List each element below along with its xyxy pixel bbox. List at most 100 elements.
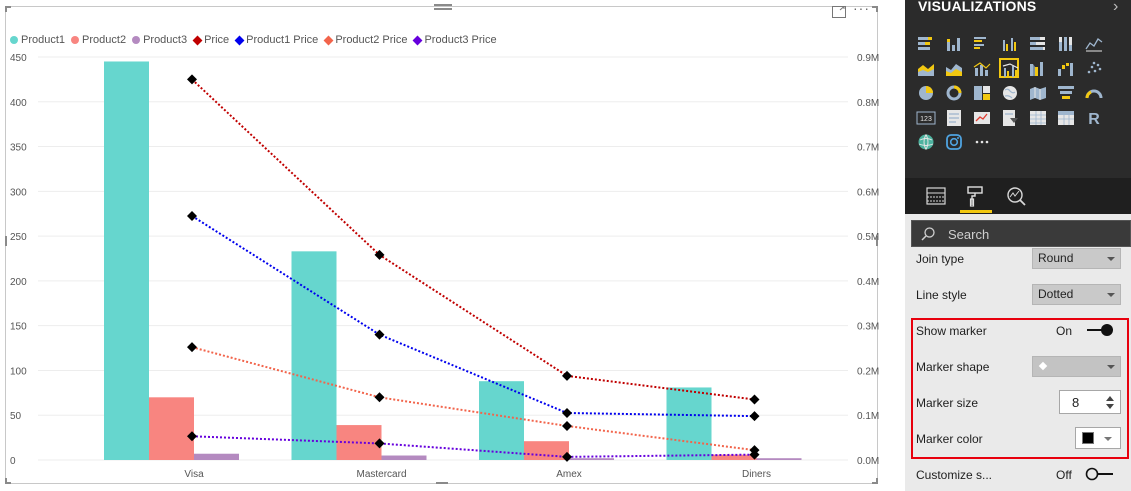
- map-icon[interactable]: [999, 82, 1019, 102]
- line-and-stacked-column-chart-icon[interactable]: [971, 58, 991, 78]
- y-axis-right-tick-label: 0.6M: [857, 187, 879, 198]
- more-options-icon[interactable]: ···: [853, 0, 870, 16]
- 100-stacked-bar-chart-icon[interactable]: [1027, 33, 1047, 53]
- y-axis-left-tick-label: 350: [10, 143, 27, 154]
- clustered-column-chart-icon[interactable]: [999, 33, 1019, 53]
- y-axis-right-tick-label: 0.2M: [857, 366, 879, 377]
- legend-item[interactable]: Product3: [132, 34, 187, 46]
- marker-diamond: [374, 329, 385, 340]
- marker-shape-dropdown[interactable]: [1032, 356, 1121, 377]
- scatter-chart-icon[interactable]: [1083, 58, 1103, 78]
- svg-text:123: 123: [920, 116, 932, 123]
- marker-diamond: [562, 370, 572, 381]
- legend-item[interactable]: Price: [192, 34, 229, 46]
- clustered-bar-chart-icon[interactable]: [971, 33, 991, 53]
- marker-diamond: [187, 431, 197, 442]
- gauge-icon[interactable]: [1083, 82, 1103, 102]
- paint-roller-icon[interactable]: [964, 185, 986, 207]
- resize-handle-bottom-right-v[interactable]: [876, 478, 878, 484]
- line-style-dropdown[interactable]: Dotted: [1032, 284, 1121, 305]
- report-visual[interactable]: ··· Product1 Product2 Product3 Price Product…: [0, 0, 900, 491]
- line-chart-icon[interactable]: [1083, 33, 1103, 53]
- card-icon[interactable]: 123: [915, 107, 936, 127]
- x-axis-tick-label: Diners: [742, 469, 771, 480]
- treemap-icon[interactable]: [971, 82, 991, 102]
- y-axis-right-tick-label: 0.5M: [857, 232, 879, 243]
- table-icon[interactable]: [1027, 107, 1047, 127]
- resize-handle-top-left[interactable]: [5, 6, 11, 8]
- resize-handle-top-right-v[interactable]: [876, 6, 878, 12]
- y-axis-left-tick-label: 100: [10, 366, 27, 377]
- resize-handle-bottom-left-v[interactable]: [5, 478, 7, 484]
- stacked-column-chart-icon[interactable]: [943, 33, 963, 53]
- funnel-icon[interactable]: [1055, 82, 1075, 102]
- resize-handle-top-right[interactable]: [872, 6, 878, 8]
- slicer-icon[interactable]: [999, 107, 1019, 127]
- increment-icon[interactable]: [1106, 396, 1114, 401]
- custom-visual-icon[interactable]: [943, 131, 963, 151]
- legend-item[interactable]: Product2 Price: [323, 34, 408, 46]
- more-visuals-icon[interactable]: [971, 131, 991, 151]
- legend-item[interactable]: Product1 Price: [234, 34, 318, 46]
- chevron-down-icon: [1107, 365, 1115, 369]
- pane-tabs: [905, 178, 1131, 214]
- area-chart-icon[interactable]: [915, 58, 935, 78]
- kpi-icon[interactable]: [971, 107, 991, 127]
- bar-product1: [479, 381, 524, 460]
- resize-handle-left[interactable]: [5, 236, 7, 246]
- resize-handle-bottom-left[interactable]: [5, 482, 11, 484]
- chevron-down-icon: [1107, 257, 1115, 261]
- customize-series-toggle[interactable]: [1085, 467, 1115, 481]
- line-style-label: Line style: [916, 288, 967, 302]
- resize-handle-top-left-v[interactable]: [5, 6, 7, 12]
- r-script-visual-icon[interactable]: R: [1083, 107, 1103, 128]
- search-input[interactable]: [946, 225, 1116, 243]
- filled-map-icon[interactable]: [1027, 82, 1047, 102]
- fields-icon[interactable]: [925, 185, 947, 207]
- visualizations-pane: VISUALIZATIONS › 123 R: [905, 0, 1131, 491]
- legend-item[interactable]: Product1: [10, 34, 65, 46]
- collapse-pane-chevron-icon[interactable]: ›: [1113, 0, 1119, 15]
- stacked-area-chart-icon[interactable]: [943, 58, 963, 78]
- line-and-clustered-column-chart-icon[interactable]: [999, 57, 1019, 78]
- bar-product3: [569, 458, 614, 460]
- marker-size-stepper[interactable]: 8: [1059, 390, 1121, 414]
- x-axis-tick-label: Visa: [184, 469, 204, 480]
- legend-item[interactable]: Product3 Price: [413, 34, 497, 46]
- legend-label: Product2 Price: [335, 34, 408, 46]
- 100-stacked-column-chart-icon[interactable]: [1055, 33, 1075, 53]
- decrement-icon[interactable]: [1106, 404, 1114, 409]
- resize-handle-bottom[interactable]: [436, 482, 448, 484]
- join-type-dropdown[interactable]: Round: [1032, 248, 1121, 269]
- waterfall-chart-icon[interactable]: [1055, 58, 1075, 78]
- y-axis-left-tick-label: 150: [10, 322, 27, 333]
- x-axis-tick-label: Mastercard: [356, 469, 406, 480]
- focus-mode-icon[interactable]: [831, 5, 847, 19]
- ribbon-chart-icon[interactable]: [1027, 58, 1047, 78]
- y-axis-right-tick-label: 0.7M: [857, 143, 879, 154]
- y-axis-left-tick-label: 400: [10, 98, 27, 109]
- bar-product2: [336, 425, 382, 460]
- donut-chart-icon[interactable]: [943, 82, 963, 102]
- resize-handle-right[interactable]: [876, 236, 878, 246]
- pie-chart-icon[interactable]: [915, 82, 935, 102]
- svg-text:R: R: [1088, 111, 1100, 128]
- line-product3-price: [191, 435, 755, 458]
- marker-size-value[interactable]: 8: [1072, 395, 1080, 410]
- search-box[interactable]: [911, 220, 1131, 247]
- multi-row-card-icon[interactable]: [943, 107, 963, 127]
- matrix-icon[interactable]: [1055, 107, 1075, 127]
- marker-diamond: [562, 407, 572, 418]
- analytics-icon[interactable]: [1005, 185, 1027, 207]
- stacked-bar-chart-icon[interactable]: [915, 33, 935, 53]
- marker-diamond: [562, 420, 572, 431]
- marker-diamond: [374, 438, 385, 449]
- resize-handle-bottom-right[interactable]: [872, 482, 878, 484]
- legend-item[interactable]: Product2: [71, 34, 126, 46]
- show-marker-toggle[interactable]: [1085, 323, 1115, 337]
- marker-color-picker[interactable]: [1075, 427, 1121, 449]
- format-panel: Join type Round Line style Dotted Show m…: [905, 214, 1131, 491]
- customize-series-state: Off: [1056, 468, 1072, 482]
- drag-grip-icon[interactable]: [434, 4, 452, 12]
- globe-map-icon[interactable]: [915, 131, 935, 151]
